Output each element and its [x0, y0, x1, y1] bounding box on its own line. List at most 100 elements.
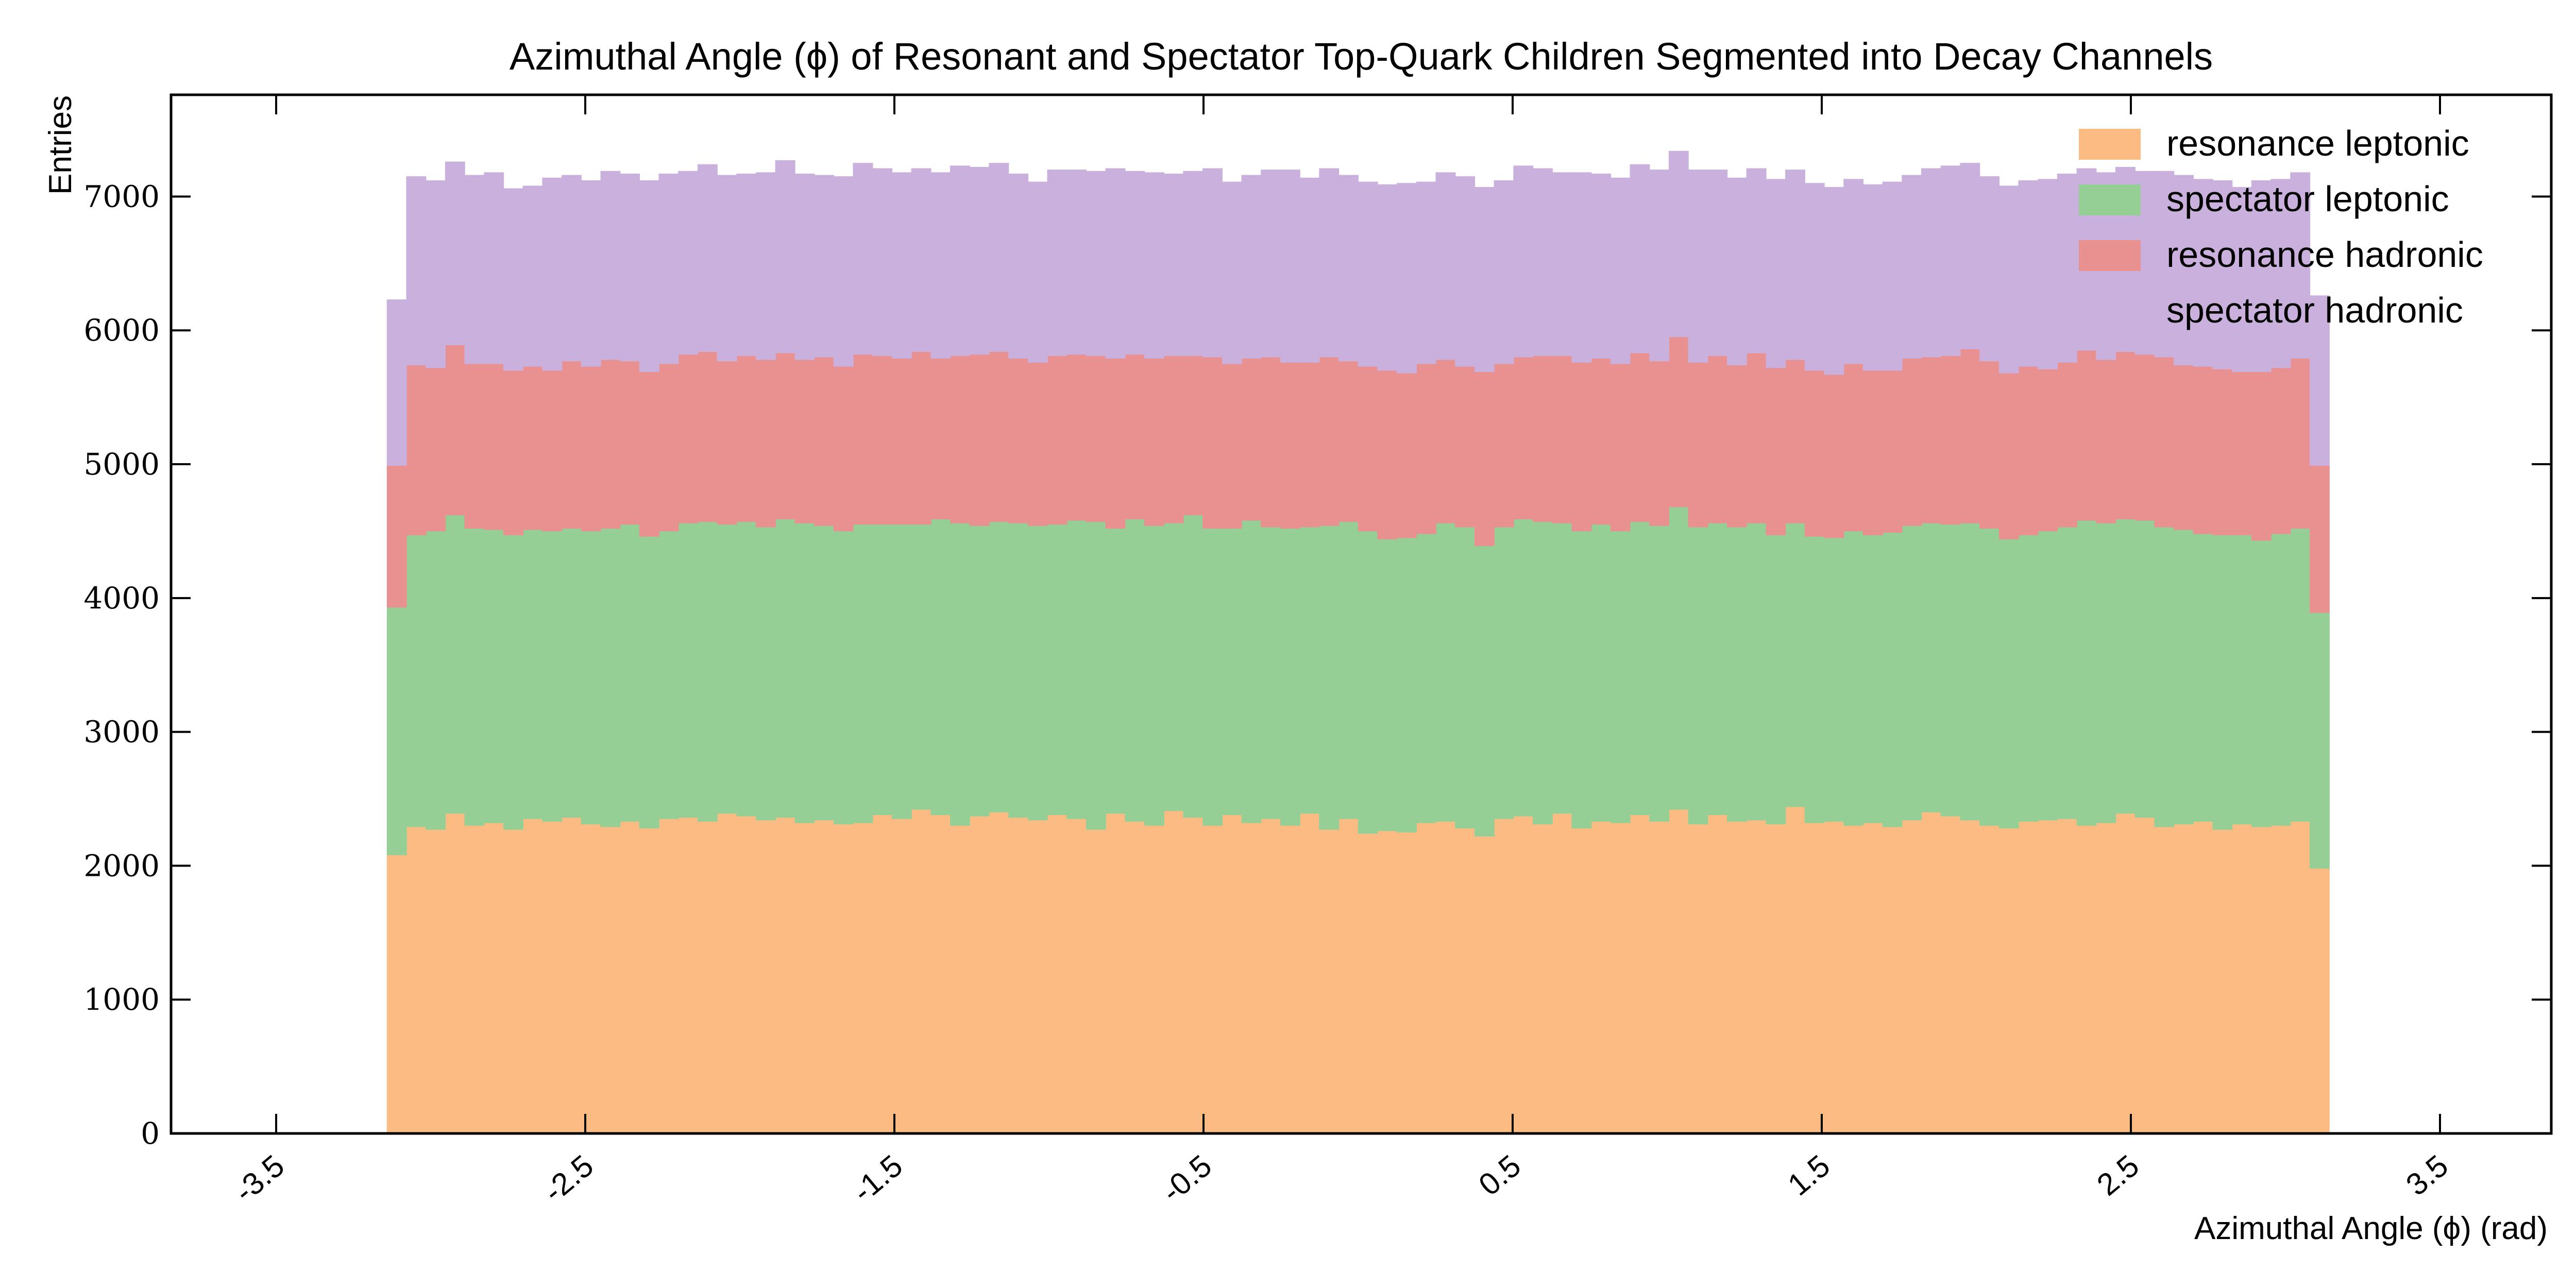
- histogram-bar: [1746, 523, 1767, 821]
- histogram-bar: [697, 521, 718, 822]
- histogram-bar: [1455, 828, 1476, 1134]
- histogram-bar: [1707, 523, 1728, 815]
- histogram-bar: [1494, 819, 1514, 1134]
- histogram-bar: [1513, 357, 1534, 519]
- histogram-bar: [1902, 358, 1922, 526]
- histogram-bar: [2018, 535, 2039, 822]
- histogram-bar: [581, 366, 601, 532]
- histogram-bar: [1261, 357, 1281, 528]
- histogram-bar: [833, 531, 854, 825]
- histogram-bar: [853, 822, 873, 1134]
- histogram-bar: [1979, 176, 2000, 362]
- histogram-bar: [445, 161, 465, 346]
- histogram-bar: [1552, 355, 1572, 523]
- histogram-bar: [1183, 515, 1204, 818]
- histogram-bar: [1998, 539, 2019, 828]
- histogram-bar: [406, 535, 427, 827]
- histogram-bar: [1086, 171, 1106, 356]
- histogram-bar: [1066, 354, 1087, 521]
- histogram-bar: [1222, 181, 1242, 364]
- histogram-bar: [794, 173, 815, 360]
- histogram-bar: [503, 829, 523, 1134]
- histogram-bar: [2212, 369, 2233, 536]
- histogram-bar: [911, 524, 931, 810]
- histogram-bar: [950, 355, 970, 523]
- histogram-bar: [503, 370, 523, 536]
- histogram-bar: [1086, 829, 1106, 1134]
- histogram-bar: [1552, 523, 1572, 814]
- histogram-bar: [1785, 170, 1805, 360]
- histogram-bar: [522, 366, 543, 530]
- histogram-bar: [1785, 806, 1805, 1134]
- histogram-bar: [794, 822, 815, 1134]
- histogram-bar: [1804, 536, 1825, 823]
- histogram-bar: [950, 825, 970, 1134]
- histogram-bar: [406, 826, 427, 1134]
- histogram-bar: [464, 363, 485, 529]
- legend-swatch: [2079, 184, 2141, 215]
- histogram-bar: [697, 821, 718, 1134]
- histogram-bar: [581, 180, 601, 367]
- histogram-bar: [794, 523, 815, 823]
- histogram-bar: [2115, 351, 2136, 519]
- histogram-bar: [1125, 171, 1145, 355]
- histogram-bar: [1940, 355, 1961, 525]
- histogram-bar: [1843, 363, 1864, 532]
- histogram-bar: [386, 607, 407, 855]
- histogram-bar: [2018, 821, 2039, 1134]
- histogram-bar: [1397, 183, 1417, 374]
- histogram-bar: [2251, 826, 2272, 1134]
- histogram-bar: [2174, 824, 2194, 1134]
- histogram-bar: [2290, 528, 2311, 822]
- histogram-bar: [2193, 821, 2213, 1134]
- histogram-bar: [1979, 825, 2000, 1134]
- histogram-bar: [950, 165, 970, 356]
- histogram-bar: [1746, 168, 1767, 353]
- histogram-bar: [2232, 535, 2252, 825]
- histogram-bar: [1144, 358, 1164, 526]
- histogram-bar: [2232, 824, 2252, 1134]
- histogram-bar: [2309, 465, 2330, 613]
- histogram-bar: [1183, 355, 1204, 516]
- y-tick-label: 4000: [83, 581, 160, 616]
- histogram-bar: [1707, 815, 1728, 1134]
- histogram-bar: [1280, 825, 1300, 1134]
- histogram-bar: [426, 367, 446, 532]
- histogram-bar: [1299, 362, 1320, 528]
- y-tick-label: 6000: [83, 313, 160, 348]
- histogram-bar: [1008, 817, 1029, 1134]
- histogram-bar: [1979, 528, 2000, 826]
- histogram-bar: [658, 819, 679, 1134]
- histogram-bar: [386, 465, 407, 608]
- histogram-bar: [736, 355, 757, 522]
- legend-swatch: [2079, 240, 2141, 271]
- histogram-bar: [1474, 836, 1495, 1134]
- histogram-bar: [600, 826, 621, 1134]
- histogram-bar: [1047, 355, 1067, 525]
- histogram-bar: [1571, 172, 1592, 363]
- histogram-bar: [620, 173, 640, 362]
- histogram-bar: [1338, 175, 1359, 362]
- histogram-bar: [1649, 526, 1670, 822]
- histogram-bar: [989, 812, 1009, 1134]
- histogram-bar: [872, 815, 893, 1134]
- histogram-bar: [639, 536, 659, 828]
- histogram-bar: [736, 521, 757, 817]
- histogram-bar: [2232, 187, 2252, 372]
- histogram-bar: [891, 172, 912, 359]
- y-tick-label: 0: [141, 1116, 160, 1151]
- histogram-bar: [1610, 822, 1631, 1134]
- histogram-bar: [1688, 527, 1708, 825]
- histogram-bar: [775, 353, 795, 519]
- histogram-bar: [2154, 527, 2175, 827]
- legend-swatch: [2079, 129, 2141, 160]
- histogram-bar: [2309, 295, 2330, 466]
- histogram-bar: [1125, 519, 1145, 822]
- histogram-bar: [542, 177, 563, 371]
- histogram-bar: [969, 354, 990, 526]
- histogram-bar: [1649, 170, 1670, 362]
- legend-label: resonance leptonic: [2166, 123, 2469, 163]
- histogram-bar: [1707, 170, 1728, 356]
- histogram-bar: [1125, 354, 1145, 519]
- histogram-bar: [464, 175, 485, 364]
